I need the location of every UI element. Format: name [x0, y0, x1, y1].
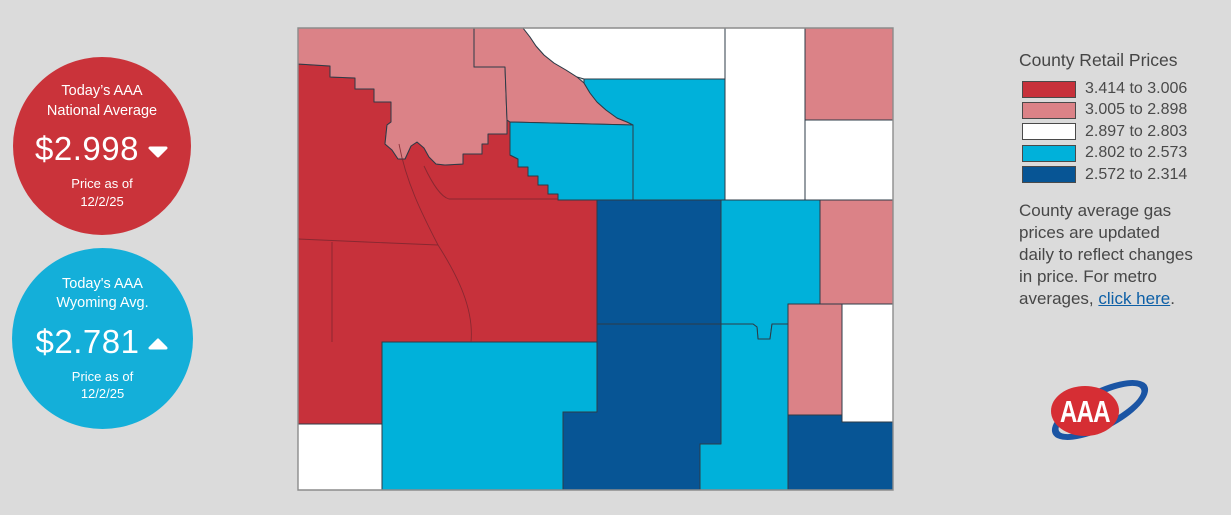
county-park[interactable]	[297, 27, 508, 166]
wyoming-average-badge: Today's AAA Wyoming Avg. $2.781 Price as…	[12, 248, 193, 429]
aaa-oval	[1051, 386, 1119, 436]
badge-title-line1: Today’s AAA	[61, 83, 143, 99]
badge-note-line1: Price as of	[71, 176, 133, 191]
legend-label: 2.802 to 2.573	[1085, 144, 1188, 162]
note-suffix: .	[1170, 289, 1175, 308]
legend-row: 3.414 to 3.006	[1022, 80, 1187, 98]
badge-title-line1: Today's AAA	[62, 275, 143, 292]
county-albany[interactable]	[699, 323, 789, 491]
wyoming-average-price: $2.781	[35, 322, 140, 360]
legend-row: 3.005 to 2.898	[1022, 101, 1187, 119]
legend-swatch-darkblue	[1022, 166, 1076, 184]
legend-swatch-red	[1022, 80, 1076, 98]
county-laramie[interactable]	[787, 414, 894, 491]
county-niobrara[interactable]	[819, 199, 894, 305]
badge-title-line2: National Average	[46, 102, 158, 119]
price-legend: 3.414 to 3.006 3.005 to 2.898 2.897 to 2…	[1022, 80, 1187, 187]
national-average-badge: Today’s AAA National Average $2.998 Pric…	[13, 57, 191, 235]
county-natrona[interactable]	[596, 199, 722, 325]
trend-up-icon	[148, 338, 168, 350]
badge-note-line1: Price as of	[71, 368, 134, 384]
legend-swatch-pink	[1022, 101, 1076, 119]
legend-label: 3.005 to 2.898	[1085, 101, 1188, 119]
county-weston[interactable]	[804, 119, 894, 201]
note-text: County average gas prices are updated da…	[1019, 201, 1193, 308]
county-uinta[interactable]	[297, 423, 383, 491]
legend-swatch-white	[1022, 123, 1076, 141]
legend-row: 2.897 to 2.803	[1022, 123, 1187, 141]
county-crook[interactable]	[804, 27, 894, 121]
legend-label: 2.897 to 2.803	[1085, 122, 1188, 140]
badge-note-line2: 12/2/25	[80, 193, 124, 209]
click-here-link[interactable]: click here	[1098, 289, 1171, 308]
county-campbell[interactable]	[724, 27, 806, 201]
badge-title-line2: Wyoming Avg.	[56, 295, 149, 311]
wyoming-state-outline	[297, 27, 894, 491]
metro-averages-note: County average gas prices are updated da…	[1019, 200, 1197, 310]
county-platte[interactable]	[787, 303, 843, 416]
aaa-logo: AAA	[1051, 380, 1149, 440]
legend-row: 2.802 to 2.573	[1022, 144, 1187, 162]
legend-swatch-lightblue	[1022, 144, 1076, 162]
red-county-internal-borders	[297, 143, 558, 343]
trend-down-icon	[148, 146, 168, 157]
badge-note-line2: 12/2/25	[80, 386, 125, 401]
wyoming-county-map	[297, 27, 894, 491]
national-average-price: $2.998	[35, 130, 139, 167]
legend-label: 2.572 to 2.314	[1085, 165, 1188, 183]
legend-label: 3.414 to 3.006	[1085, 80, 1188, 97]
county-goshen[interactable]	[841, 303, 894, 423]
legend-row: 2.572 to 2.314	[1022, 166, 1187, 184]
aaa-logo-text: AAA	[1060, 394, 1111, 429]
legend-title: County Retail Prices	[1019, 50, 1178, 70]
